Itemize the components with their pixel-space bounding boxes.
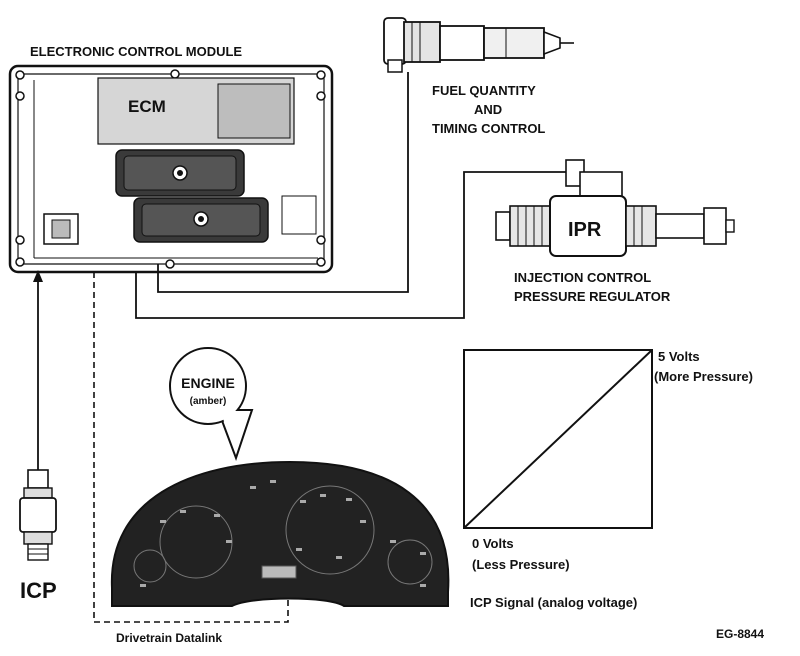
engine-lamp-sublabel: (amber) <box>190 396 227 407</box>
ipr-wire <box>135 171 566 319</box>
graph-caption: ICP Signal (analog voltage) <box>470 595 637 610</box>
injector-label-line3: TIMING CONTROL <box>432 121 545 136</box>
icp-signal-graph <box>463 349 653 529</box>
ipr-caption-line2: PRESSURE REGULATOR <box>514 289 671 304</box>
graph-min-line1: 0 Volts <box>472 536 514 551</box>
icp-label: ICP <box>20 578 57 603</box>
instrument-cluster <box>110 460 450 607</box>
injector-label-line2: AND <box>474 102 502 117</box>
datalink-wire <box>93 272 289 623</box>
signal-line <box>463 349 653 529</box>
graph-max-line2: (More Pressure) <box>654 369 753 384</box>
ecm-label: ECM <box>128 97 166 116</box>
fuel-injector <box>383 17 574 73</box>
ipr-label: IPR <box>568 219 602 241</box>
graph-min-line2: (Less Pressure) <box>472 557 570 572</box>
figure-id: EG-8844 <box>716 627 764 641</box>
icp-sensor <box>19 469 57 561</box>
engine-lamp-callout <box>169 347 254 461</box>
injector-label-line1: FUEL QUANTITY <box>432 83 536 98</box>
graph-max-line1: 5 Volts <box>658 349 700 364</box>
datalink-label: Drivetrain Datalink <box>116 631 222 645</box>
icp-arrowhead <box>33 270 43 282</box>
injector-wire <box>157 72 409 293</box>
ipr-caption-line1: INJECTION CONTROL <box>514 270 651 285</box>
ipr-valve <box>495 159 735 257</box>
ecm-module <box>8 64 334 274</box>
engine-lamp-label: ENGINE <box>181 375 235 391</box>
ecm-title: ELECTRONIC CONTROL MODULE <box>30 44 242 59</box>
